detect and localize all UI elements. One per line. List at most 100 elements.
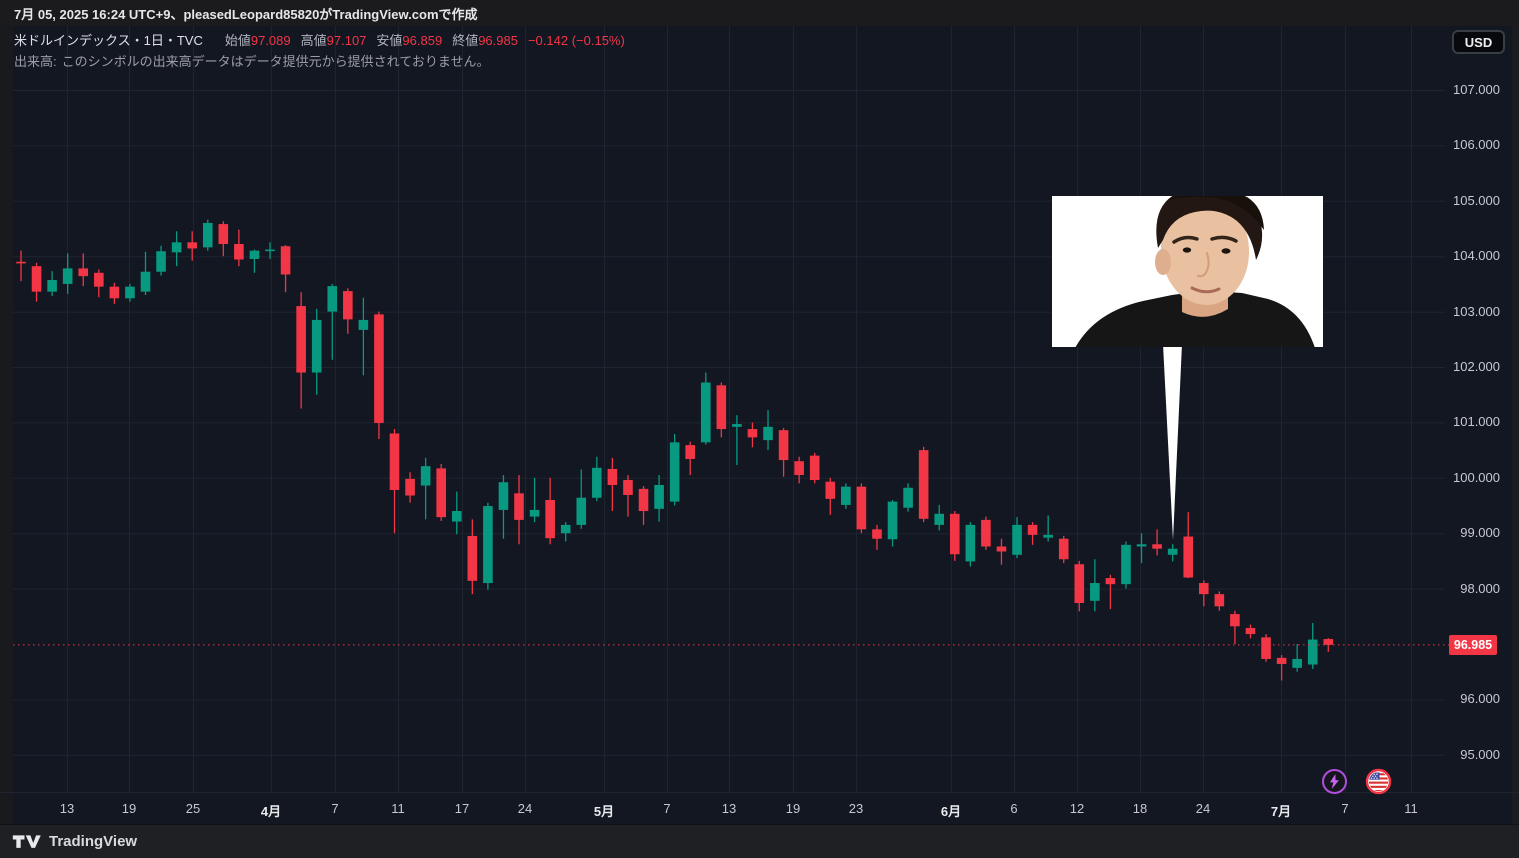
candle-body [576, 497, 587, 525]
candle-body [125, 286, 135, 299]
candle-body [1261, 637, 1271, 659]
candle-body [47, 280, 57, 292]
price-tick-label: 107.000 [1453, 82, 1500, 97]
candle-body [280, 246, 291, 275]
symbol-title[interactable]: 米ドルインデックス・1日・TVC [14, 33, 203, 48]
candle-body [1245, 627, 1256, 635]
candle-body [965, 524, 976, 562]
currency-button[interactable]: USD [1452, 30, 1505, 54]
candle-body [887, 501, 898, 540]
candle-body [592, 467, 602, 498]
candle-body [872, 529, 882, 539]
price-tick-label: 101.000 [1453, 414, 1500, 430]
time-tick-label: 24 [517, 801, 533, 816]
change-value: −0.142 (−0.15%) [527, 33, 625, 48]
candle-body [374, 314, 384, 423]
candle-body [16, 261, 26, 264]
candle-body [700, 382, 711, 443]
high-value: 97.107 [326, 33, 367, 48]
candle-body [1136, 544, 1147, 547]
callout-pointer [1163, 344, 1182, 540]
time-scale[interactable]: 13 19 25 4月 7 11 17 24 5月 7 13 19 23 6月 6 12 18 24 7月 7 11 [0, 792, 1519, 825]
candle-body [529, 509, 540, 517]
candle-body [778, 430, 789, 461]
candle-body [1183, 536, 1194, 578]
time-tick-label: 11 [1404, 801, 1418, 816]
candle-body [981, 519, 991, 547]
price-tick-label: 96.000 [1460, 691, 1500, 707]
time-tick-label: 11 [391, 801, 405, 816]
us-flag-icon[interactable] [1365, 768, 1392, 800]
price-tick-label: 104.000 [1453, 248, 1500, 264]
candle-body [1121, 544, 1131, 585]
candle-body [296, 306, 306, 373]
candle-body [451, 511, 462, 522]
candle-body [389, 433, 400, 490]
candle-body [249, 250, 260, 259]
time-tick-label: 24 [1195, 801, 1211, 816]
time-tick-label: 7月 [1270, 804, 1292, 819]
time-tick-label: 13 [721, 801, 737, 816]
candle-body [1027, 524, 1038, 535]
created-note: 7月 05, 2025 16:24 UTC+9、pleasedLeopard85… [14, 6, 478, 22]
time-tick-label: 25 [185, 801, 201, 816]
candle-body [638, 488, 649, 512]
candle-body [1276, 657, 1287, 664]
candle-body [31, 266, 42, 292]
symbol-legend[interactable]: 米ドルインデックス・1日・TVC 始値97.089 高値97.107 安値96.859… [14, 32, 625, 49]
close-value: 96.985 [478, 33, 518, 48]
candle-body [109, 286, 120, 299]
candle-body [1105, 578, 1116, 585]
candle-body [202, 222, 213, 248]
candle-body [234, 244, 244, 260]
candle-body [1090, 583, 1100, 601]
open-label: 始値 [224, 33, 251, 48]
time-tick-label: 12 [1069, 801, 1085, 816]
candle-body [732, 424, 742, 427]
candle-body [140, 271, 151, 292]
photo-callout [1052, 196, 1323, 540]
candle-body [685, 445, 696, 459]
tradingview-brand-text[interactable]: TradingView [49, 833, 138, 850]
time-tick-label: 7 [1341, 801, 1349, 816]
candle-body [716, 385, 727, 430]
candle-body [156, 251, 166, 272]
candlestick-series [16, 219, 1334, 681]
candle-body [794, 461, 804, 476]
tradingview-logo-icon[interactable] [12, 833, 42, 851]
lightning-icon[interactable] [1321, 768, 1348, 800]
time-tick-label: 7 [663, 801, 671, 816]
price-tick-label: 105.000 [1453, 192, 1500, 208]
open-value: 97.089 [250, 33, 291, 48]
candle-body [1074, 564, 1085, 604]
price-tick-label: 99.000 [1460, 525, 1500, 541]
candle-body [1230, 614, 1240, 627]
candle-body [841, 486, 851, 505]
candle-body [1198, 583, 1209, 595]
time-tick-label: 23 [848, 801, 864, 816]
person-photo [1075, 196, 1315, 347]
time-tick-label: 4月 [260, 804, 282, 819]
candle-body [669, 442, 680, 502]
candle-body [1043, 534, 1053, 538]
time-tick-label: 17 [454, 801, 470, 816]
time-tick-label: 6月 [940, 804, 962, 819]
price-tick-label: 102.000 [1453, 359, 1500, 374]
candle-body [763, 426, 773, 441]
candle-body [405, 478, 415, 496]
candle-body [654, 485, 664, 509]
low-value: 96.859 [402, 33, 443, 48]
time-tick-label: 13 [59, 801, 75, 816]
candle-body [265, 249, 275, 252]
candle-body [311, 319, 322, 373]
candle-body [343, 291, 353, 320]
candle-body [607, 468, 618, 486]
volume-note: 出来高: このシンボルの出来高データはデータ提供元から提供されておりません。 [14, 51, 489, 70]
candle-body [514, 493, 524, 520]
candle-body [949, 513, 960, 555]
time-tick-label: 5月 [593, 804, 615, 819]
high-label: 高値 [300, 33, 327, 48]
candle-body [1323, 639, 1334, 645]
